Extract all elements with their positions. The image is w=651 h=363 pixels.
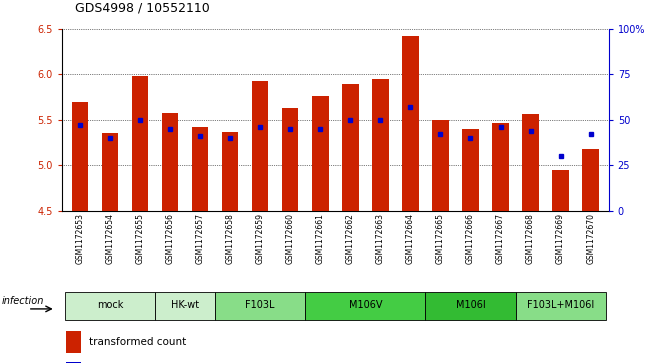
Bar <box>552 170 569 211</box>
Text: GSM1172660: GSM1172660 <box>286 213 295 264</box>
Bar <box>155 292 215 320</box>
Text: GSM1172669: GSM1172669 <box>556 213 565 264</box>
Bar <box>522 114 539 211</box>
Bar <box>372 79 389 211</box>
Text: GSM1172668: GSM1172668 <box>526 213 535 264</box>
Bar <box>492 123 509 211</box>
Text: GSM1172666: GSM1172666 <box>466 213 475 264</box>
Bar <box>102 134 118 211</box>
Text: GSM1172661: GSM1172661 <box>316 213 325 264</box>
Text: GSM1172667: GSM1172667 <box>496 213 505 264</box>
Text: GSM1172662: GSM1172662 <box>346 213 355 264</box>
Bar <box>312 96 329 211</box>
Text: M106V: M106V <box>348 300 382 310</box>
Bar <box>66 331 81 353</box>
Text: GSM1172653: GSM1172653 <box>76 213 85 264</box>
Text: GSM1172658: GSM1172658 <box>226 213 234 264</box>
Text: GSM1172670: GSM1172670 <box>586 213 595 264</box>
Text: GSM1172655: GSM1172655 <box>135 213 145 264</box>
Bar <box>192 127 208 211</box>
Bar <box>132 76 148 211</box>
Bar <box>72 102 88 211</box>
Bar <box>425 292 516 320</box>
Bar <box>252 81 268 211</box>
Bar <box>215 292 305 320</box>
Text: mock: mock <box>97 300 123 310</box>
Text: GSM1172664: GSM1172664 <box>406 213 415 264</box>
Text: GSM1172659: GSM1172659 <box>256 213 265 264</box>
Bar <box>161 113 178 211</box>
Text: GSM1172654: GSM1172654 <box>105 213 115 264</box>
Bar <box>282 108 298 211</box>
Bar <box>402 36 419 211</box>
Bar <box>432 120 449 211</box>
Bar <box>583 149 599 211</box>
Text: GSM1172665: GSM1172665 <box>436 213 445 264</box>
Text: GDS4998 / 10552110: GDS4998 / 10552110 <box>75 1 210 15</box>
Bar <box>342 85 359 211</box>
Text: HK-wt: HK-wt <box>171 300 199 310</box>
Text: F103L: F103L <box>245 300 275 310</box>
Text: infection: infection <box>1 296 44 306</box>
Text: GSM1172657: GSM1172657 <box>195 213 204 264</box>
Text: M106I: M106I <box>456 300 486 310</box>
Text: F103L+M106I: F103L+M106I <box>527 300 594 310</box>
Bar <box>462 129 478 211</box>
Bar <box>222 132 238 211</box>
Text: transformed count: transformed count <box>89 337 186 347</box>
Text: GSM1172663: GSM1172663 <box>376 213 385 264</box>
Bar <box>516 292 605 320</box>
Bar <box>305 292 425 320</box>
Text: GSM1172656: GSM1172656 <box>165 213 174 264</box>
Bar <box>65 292 155 320</box>
Bar <box>66 362 81 363</box>
